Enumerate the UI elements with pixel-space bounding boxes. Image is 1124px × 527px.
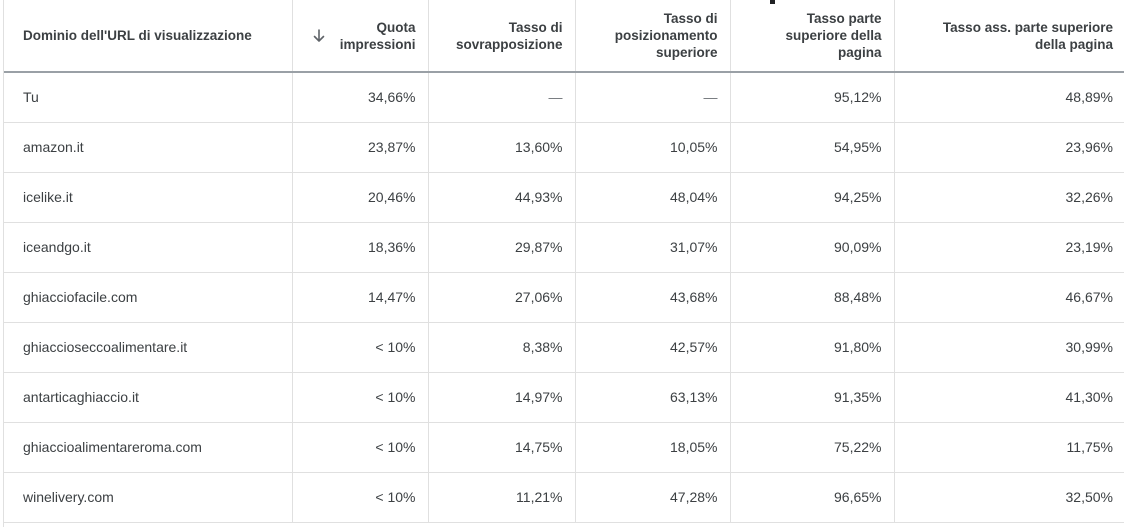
table-row: winelivery.com < 10% 11,21% 47,28% 96,65% 32,… — [4, 472, 1124, 523]
overlap-rate-cell: 27,06% — [428, 272, 576, 323]
column-header-impression-share[interactable]: Quota impressioni — [292, 0, 429, 73]
domain-cell: Tu — [4, 72, 293, 123]
domain-cell: ghiaccioalimentareroma.com — [4, 422, 293, 473]
table-row: antarticaghiaccio.it < 10% 14,97% 63,13% 91,… — [4, 372, 1124, 423]
column-header-label: Tasso di sovrapposizione — [455, 19, 563, 52]
position-above-rate-cell: 10,05% — [575, 122, 731, 173]
impression-share-cell: 14,47% — [292, 272, 429, 323]
domain-cell: antarticaghiaccio.it — [4, 372, 293, 423]
abs-top-of-page-rate-cell: 23,96% — [894, 122, 1124, 173]
top-of-page-rate-cell: 96,65% — [730, 472, 895, 523]
domain-cell: icelike.it — [4, 172, 293, 223]
impression-share-cell: 34,66% — [292, 72, 429, 123]
table-row: amazon.it 23,87% 13,60% 10,05% 54,95% 23,96% — [4, 122, 1124, 173]
overlap-rate-cell: 11,21% — [428, 472, 576, 523]
column-header-label: Tasso ass. parte superiore della pagina — [942, 19, 1113, 52]
column-header-label: Quota impressioni — [339, 19, 416, 52]
column-header-abs-top-of-page-rate[interactable]: Tasso ass. parte superiore della pagina — [894, 0, 1124, 73]
auction-insights-table-container: Dominio dell'URL di visualizzazione Quot… — [3, 0, 1124, 527]
table-row: ghiaccioseccoalimentare.it < 10% 8,38% 42,5… — [4, 322, 1124, 373]
position-above-rate-cell: — — [575, 72, 731, 123]
arrow-down-icon[interactable] — [311, 28, 327, 44]
abs-top-of-page-rate-cell: 41,30% — [894, 372, 1124, 423]
overlap-rate-cell: 8,38% — [428, 322, 576, 373]
top-of-page-rate-cell: 90,09% — [730, 222, 895, 273]
table-row: ghiacciofacile.com 14,47% 27,06% 43,68% 88,4… — [4, 272, 1124, 323]
overlap-rate-cell: 13,60% — [428, 122, 576, 173]
overlap-rate-cell: — — [428, 72, 576, 123]
position-above-rate-cell: 42,57% — [575, 322, 731, 373]
abs-top-of-page-rate-cell: 46,67% — [894, 272, 1124, 323]
impression-share-cell: < 10% — [292, 422, 429, 473]
table-row: icelike.it 20,46% 44,93% 48,04% 94,25% 32,26% — [4, 172, 1124, 223]
position-above-rate-cell: 63,13% — [575, 372, 731, 423]
abs-top-of-page-rate-cell: 32,50% — [894, 472, 1124, 523]
table-row: Tu 34,66% — —95,12% 48,89% — [4, 72, 1124, 123]
position-above-rate-cell: 31,07% — [575, 222, 731, 273]
abs-top-of-page-rate-cell: 32,26% — [894, 172, 1124, 223]
column-header-domain[interactable]: Dominio dell'URL di visualizzazione — [4, 0, 293, 73]
domain-cell: amazon.it — [4, 122, 293, 173]
overlap-rate-cell: 14,75% — [428, 422, 576, 473]
column-header-label: Tasso parte superiore della pagina — [785, 11, 882, 60]
header-row: Dominio dell'URL di visualizzazione Quot… — [4, 0, 1124, 73]
abs-top-of-page-rate-cell: 11,75% — [894, 422, 1124, 473]
overlap-rate-cell: 44,93% — [428, 172, 576, 223]
domain-cell: winelivery.com — [4, 472, 293, 523]
domain-cell: ghiacciofacile.com — [4, 272, 293, 323]
domain-cell: iceandgo.it — [4, 222, 293, 273]
column-header-overlap-rate[interactable]: Tasso di sovrapposizione — [428, 0, 576, 73]
impression-share-cell: < 10% — [292, 322, 429, 373]
column-header-position-above-rate[interactable]: Tasso di posizionamento superiore — [575, 0, 731, 73]
auction-insights-table: Dominio dell'URL di visualizzazione Quot… — [4, 0, 1124, 523]
position-above-rate-cell: 43,68% — [575, 272, 731, 323]
top-of-page-rate-cell: 91,80% — [730, 322, 895, 373]
top-of-page-rate-cell: 88,48% — [730, 272, 895, 323]
top-of-page-rate-cell: 94,25% — [730, 172, 895, 223]
abs-top-of-page-rate-cell: 30,99% — [894, 322, 1124, 373]
table-row: ghiaccioalimentareroma.com < 10% 14,75% 18,… — [4, 422, 1124, 473]
impression-share-cell: < 10% — [292, 472, 429, 523]
column-header-top-of-page-rate[interactable]: Tasso parte superiore della pagina — [730, 0, 895, 73]
impression-share-cell: 18,36% — [292, 222, 429, 273]
position-above-rate-cell: 47,28% — [575, 472, 731, 523]
column-header-label: Dominio dell'URL di visualizzazione — [23, 28, 252, 43]
domain-cell: ghiaccioseccoalimentare.it — [4, 322, 293, 373]
table-body: Tu 34,66% — —95,12% 48,89% amazon.it 23,87% 13,… — [4, 72, 1124, 523]
abs-top-of-page-rate-cell: 23,19% — [894, 222, 1124, 273]
table-row: iceandgo.it 18,36% 29,87% 31,07% 90,09% 23,19… — [4, 222, 1124, 273]
table-header: Dominio dell'URL di visualizzazione Quot… — [4, 0, 1124, 73]
impression-share-cell: < 10% — [292, 372, 429, 423]
position-above-rate-cell: 48,04% — [575, 172, 731, 223]
overlap-rate-cell: 14,97% — [428, 372, 576, 423]
abs-top-of-page-rate-cell: 48,89% — [894, 72, 1124, 123]
top-of-page-rate-cell: 91,35% — [730, 372, 895, 423]
top-of-page-rate-cell: 95,12% — [730, 72, 895, 123]
overlap-rate-cell: 29,87% — [428, 222, 576, 273]
top-of-page-rate-cell: 75,22% — [730, 422, 895, 473]
top-of-page-rate-cell: 54,95% — [730, 122, 895, 173]
position-above-rate-cell: 18,05% — [575, 422, 731, 473]
impression-share-cell: 23,87% — [292, 122, 429, 173]
column-header-label: Tasso di posizionamento superiore — [614, 11, 718, 60]
impression-share-cell: 20,46% — [292, 172, 429, 223]
